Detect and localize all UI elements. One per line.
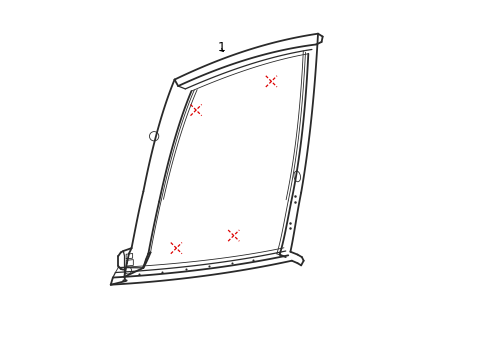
Text: 1: 1	[217, 41, 224, 54]
